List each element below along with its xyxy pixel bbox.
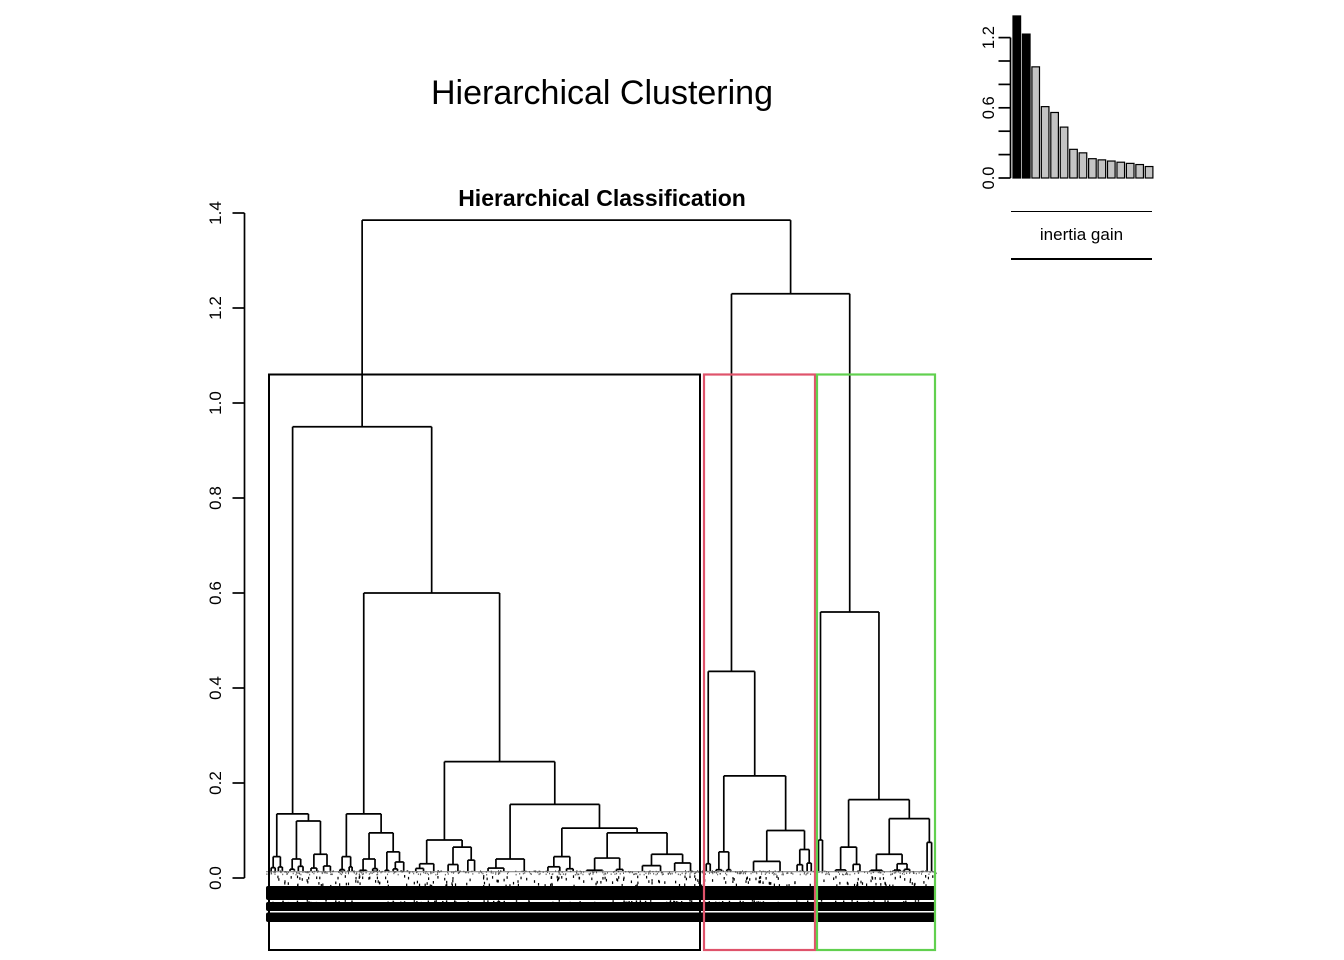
cluster-box-2 [702, 373, 817, 952]
inertia-bar [1116, 161, 1126, 179]
inertia-bar [1040, 106, 1050, 179]
leaf-label-band [266, 902, 936, 911]
inset-tick-label: 0.0 [980, 167, 998, 190]
y-axis-tick-label: 1.0 [206, 391, 225, 415]
inertia-bars [1012, 15, 1154, 179]
y-axis-tick-label: 0.8 [206, 486, 225, 510]
inertia-bar [1087, 158, 1097, 179]
leaf-label-band [266, 912, 936, 922]
inertia-bar [1031, 66, 1041, 179]
inertia-bar [1144, 165, 1154, 179]
inertia-bar [1097, 159, 1107, 179]
inset-tick-label: 1.2 [980, 26, 998, 49]
y-axis [232, 212, 246, 879]
cluster-box-3 [815, 373, 937, 952]
inertia-bar [1078, 152, 1088, 179]
y-axis-tick-label: 0.4 [206, 676, 225, 700]
cluster-box-1 [268, 373, 701, 951]
page-title: Hierarchical Clustering [430, 74, 773, 112]
inertia-gain-label: inertia gain [1011, 211, 1152, 260]
leaf-stub-line [266, 871, 936, 873]
inertia-bar [1012, 15, 1022, 179]
leaf-label-band [266, 886, 936, 900]
inertia-bar [1106, 160, 1116, 179]
inertia-bar [1021, 33, 1031, 179]
dendrogram-title: Hierarchical Classification [458, 185, 746, 211]
leaf-labels-smear [266, 870, 937, 922]
inertia-bar [1059, 126, 1069, 179]
y-axis-tick-label: 0.6 [206, 581, 225, 605]
cluster-boxes [268, 373, 937, 952]
inset-tick-labels: 0.0 0.6 1.2 [980, 26, 998, 189]
inertia-bar [1050, 111, 1060, 179]
y-axis-tick-label: 1.2 [206, 296, 225, 320]
inertia-bar [1135, 163, 1145, 179]
y-axis-tick-label: 0.0 [206, 866, 225, 890]
dendrogram [270, 219, 933, 872]
inset-y-axis [998, 36, 1012, 179]
y-axis-tick-label: 1.4 [206, 201, 225, 225]
inset-tick-label: 0.6 [980, 96, 998, 119]
y-axis-tick-label: 0.2 [206, 771, 225, 795]
inertia-bar [1125, 162, 1135, 179]
y-axis-tick-labels: 0.0 0.2 0.4 0.6 0.8 1.0 1.2 1.4 [206, 201, 225, 890]
inertia-bar [1069, 148, 1078, 179]
